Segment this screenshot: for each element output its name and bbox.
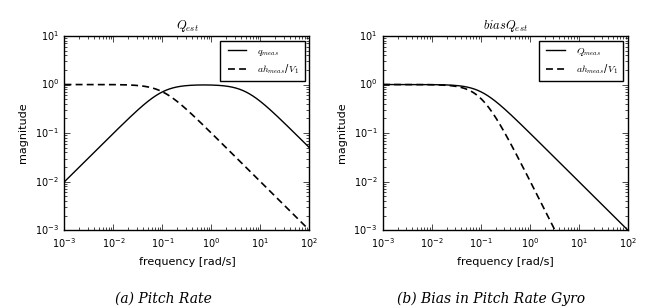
Text: (b) Bias in Pitch Rate Gyro: (b) Bias in Pitch Rate Gyro — [397, 292, 586, 306]
X-axis label: frequency [rad/s]: frequency [rad/s] — [457, 256, 554, 267]
Y-axis label: magnitude: magnitude — [18, 103, 28, 163]
Title: $biasQ_{est}$: $biasQ_{est}$ — [483, 18, 528, 34]
Title: $Q_{est}$: $Q_{est}$ — [176, 18, 198, 34]
X-axis label: frequency [rad/s]: frequency [rad/s] — [139, 256, 235, 267]
Legend: $Q_{meas}$, $ah_{meas}$/$\,V_1$: $Q_{meas}$, $ah_{meas}$/$\,V_1$ — [538, 41, 623, 81]
Legend: $q_{meas}$, $ah_{meas}$/$\,V_1$: $q_{meas}$, $ah_{meas}$/$\,V_1$ — [220, 41, 305, 81]
Text: (a) Pitch Rate: (a) Pitch Rate — [115, 292, 212, 306]
Y-axis label: magnitude: magnitude — [337, 103, 346, 163]
